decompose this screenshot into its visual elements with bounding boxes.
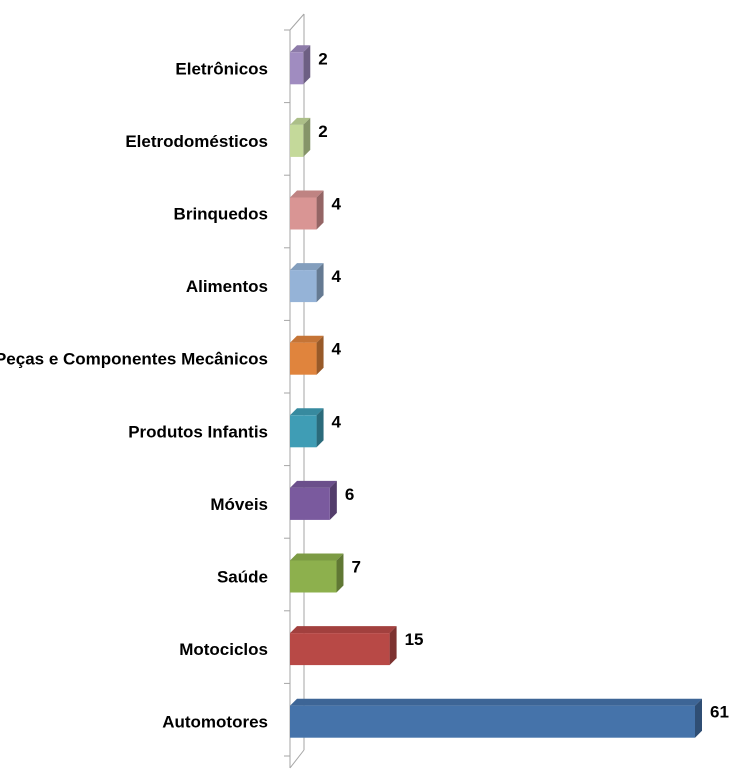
bar-front-face bbox=[290, 124, 304, 157]
bar-top-face bbox=[290, 408, 324, 416]
bar-side-face bbox=[336, 553, 344, 593]
bar-3 bbox=[290, 263, 324, 303]
bar-2 bbox=[290, 190, 324, 230]
data-label: 15 bbox=[405, 630, 424, 649]
bar-4 bbox=[290, 335, 324, 375]
bar-front-face bbox=[290, 197, 317, 230]
bar-side-face bbox=[303, 45, 311, 85]
category-label: Móveis bbox=[210, 495, 268, 514]
data-label: 2 bbox=[318, 122, 327, 141]
bars bbox=[290, 45, 702, 738]
bar-5 bbox=[290, 408, 324, 448]
data-label: 4 bbox=[332, 340, 342, 359]
data-label: 6 bbox=[345, 485, 354, 504]
bar-side-face bbox=[303, 117, 311, 157]
bar-front-face bbox=[290, 270, 317, 303]
data-label: 4 bbox=[332, 267, 342, 286]
category-label: Brinquedos bbox=[174, 205, 268, 224]
bar-side-face bbox=[316, 263, 324, 303]
bar-top-face bbox=[290, 553, 344, 561]
bar-top-face bbox=[290, 45, 311, 53]
category-label: Peças e Componentes Mecânicos bbox=[0, 350, 268, 369]
bar-7 bbox=[290, 553, 344, 593]
bar-front-face bbox=[290, 560, 337, 593]
bar-side-face bbox=[329, 480, 337, 520]
category-label: Produtos Infantis bbox=[128, 422, 268, 441]
bar-front-face bbox=[290, 705, 695, 738]
category-label: Eletrodomésticos bbox=[125, 132, 268, 151]
data-label: 61 bbox=[710, 703, 729, 722]
category-label: Eletrônicos bbox=[175, 59, 268, 78]
bar-front-face bbox=[290, 633, 390, 666]
category-label: Saúde bbox=[217, 568, 268, 587]
data-label: 4 bbox=[332, 412, 342, 431]
category-label: Alimentos bbox=[186, 277, 268, 296]
bar-9 bbox=[290, 698, 702, 738]
category-label: Automotores bbox=[162, 713, 268, 732]
bar-0 bbox=[290, 45, 311, 85]
bar-side-face bbox=[316, 408, 324, 448]
bar-side-face bbox=[316, 190, 324, 230]
bar-side-face bbox=[695, 698, 702, 738]
bar-top-face bbox=[290, 698, 702, 706]
bar-8 bbox=[290, 626, 397, 666]
bar-front-face bbox=[290, 487, 330, 520]
bar-top-face bbox=[290, 117, 311, 125]
bar-side-face bbox=[316, 335, 324, 375]
bar-top-face bbox=[290, 480, 337, 488]
bar-top-face bbox=[290, 626, 397, 634]
bar-front-face bbox=[290, 415, 317, 448]
category-label: Motociclos bbox=[179, 640, 268, 659]
bar-front-face bbox=[290, 342, 317, 375]
bar-1 bbox=[290, 117, 311, 157]
bar-top-face bbox=[290, 190, 324, 198]
data-label: 7 bbox=[351, 558, 360, 577]
labels: Eletrônicos 2 Eletrodomésticos 2 Brinquedos 4… bbox=[0, 49, 729, 731]
bar-6 bbox=[290, 480, 337, 520]
bar-side-face bbox=[389, 626, 397, 666]
axis-top-edge bbox=[289, 13, 305, 31]
axis-bottom-edge bbox=[289, 749, 305, 769]
data-label: 4 bbox=[332, 195, 342, 214]
data-label: 2 bbox=[318, 49, 327, 68]
bar-top-face bbox=[290, 335, 324, 343]
bar-front-face bbox=[290, 52, 304, 85]
bar-top-face bbox=[290, 263, 324, 271]
